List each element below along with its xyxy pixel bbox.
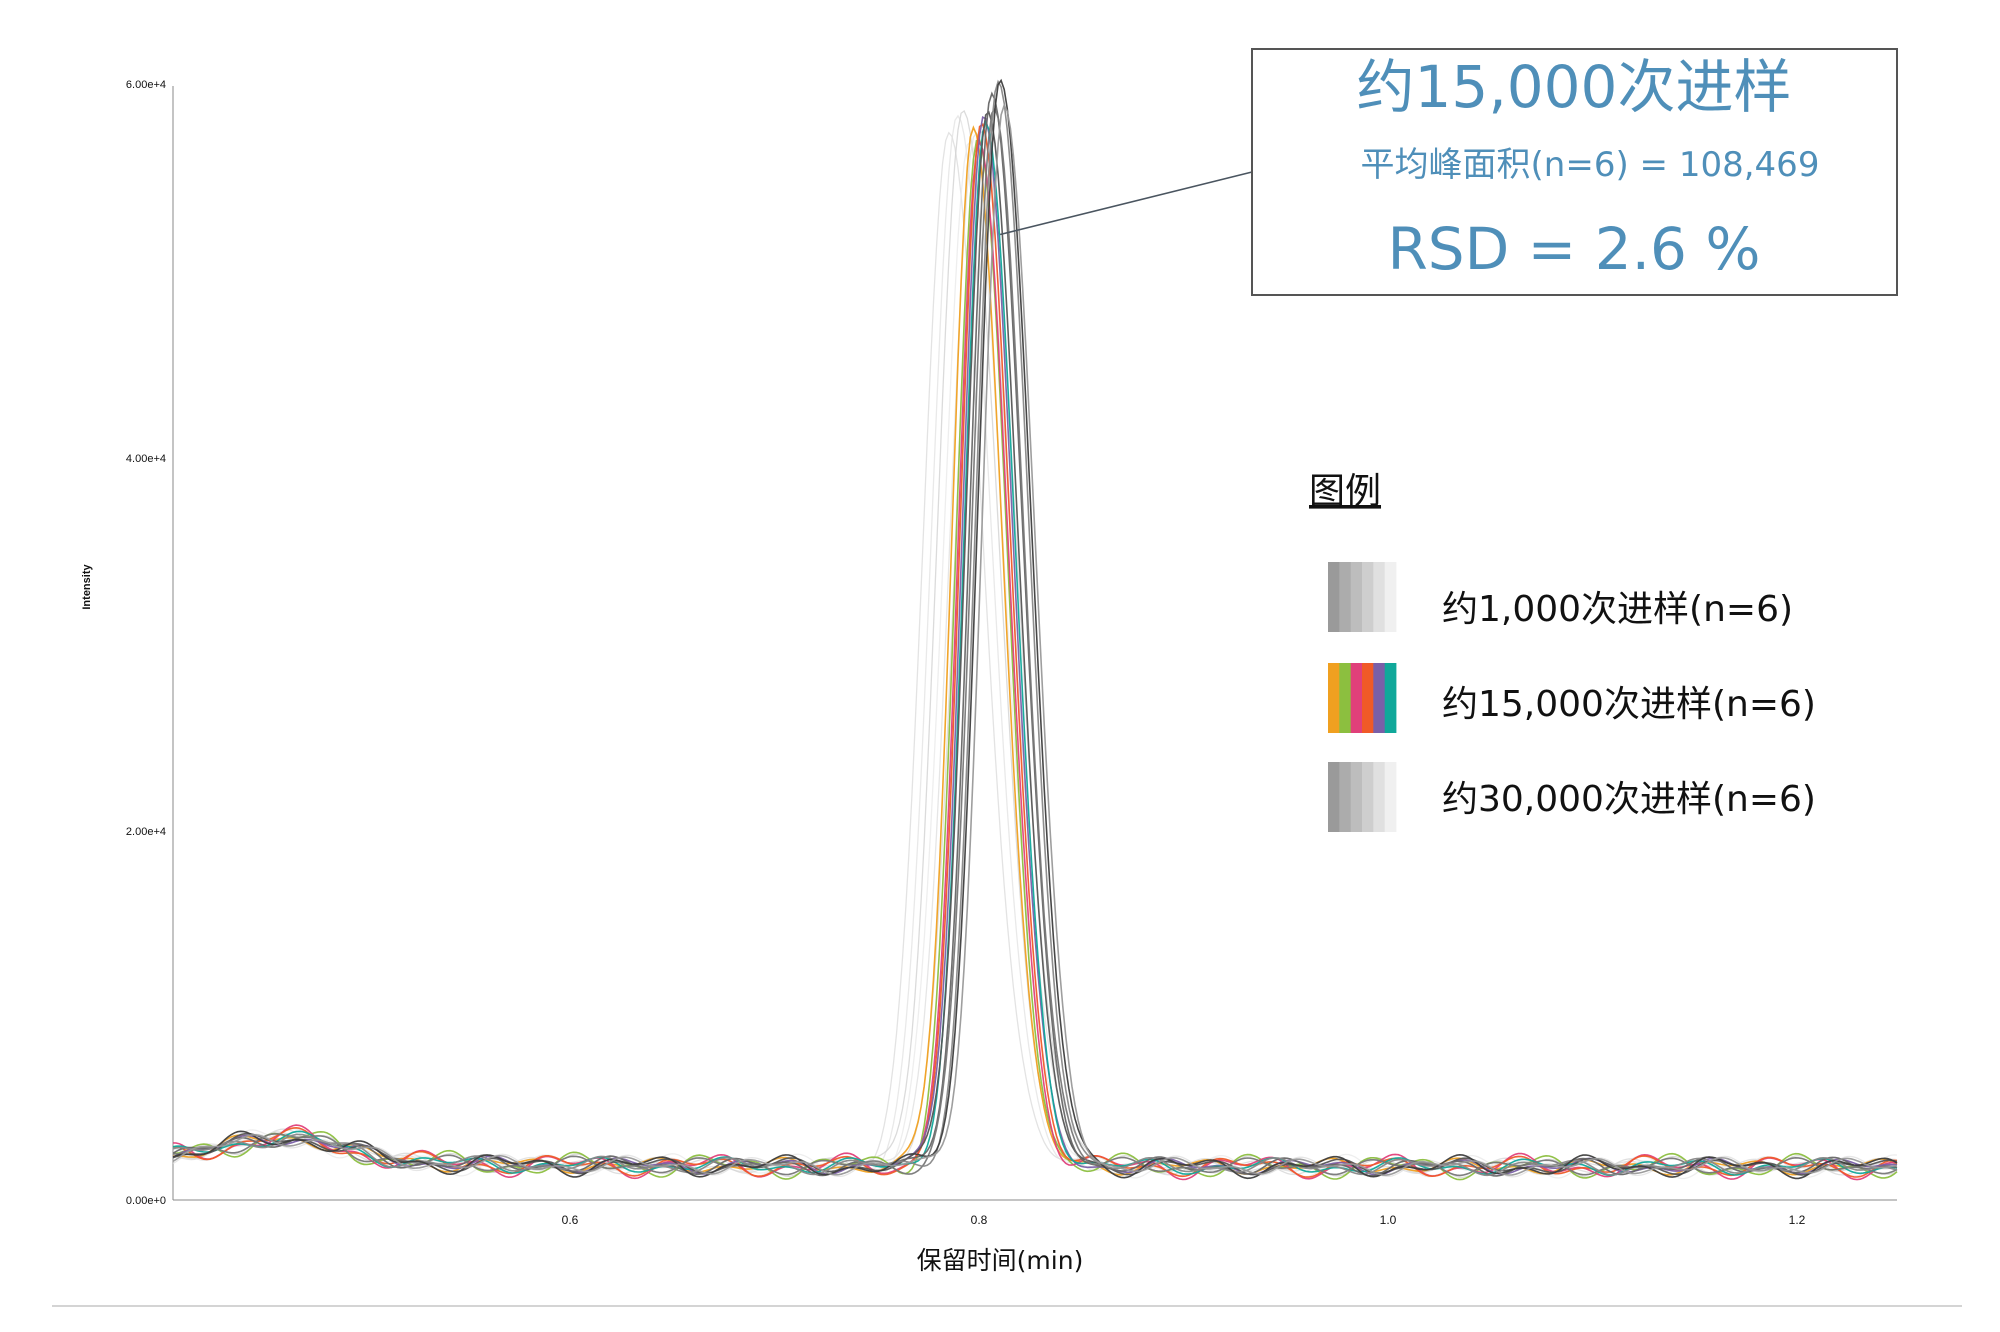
trace-3-4 — [172, 79, 1898, 1177]
legend-swatch-stripe — [1362, 762, 1374, 832]
y-tick-label-1: 2.00e+4 — [126, 826, 166, 838]
legend-label-30000: 约30,000次进样(n=6) — [1442, 779, 1816, 820]
legend-label-15000: 约15,000次进样(n=6) — [1442, 684, 1816, 725]
trace-2-3 — [172, 139, 1898, 1181]
legend-swatch-stripe — [1384, 562, 1397, 632]
x-tick-label-0: 0.6 — [562, 1213, 579, 1227]
legend-swatch-stripe — [1328, 762, 1340, 832]
x-tick-label-3: 1.2 — [1789, 1213, 1806, 1227]
legend-swatch-stripe — [1362, 663, 1374, 733]
y-axis-label: Intensity — [81, 564, 93, 610]
legend-swatch-stripe — [1339, 562, 1351, 632]
legend-swatch-stripe — [1339, 762, 1351, 832]
callout-pointer-line — [999, 171, 1253, 236]
legend-label-1000: 约1,000次进样(n=6) — [1442, 589, 1793, 630]
x-tick-label-2: 1.0 — [1380, 1213, 1397, 1227]
y-tick-label-0: 0.00e+0 — [126, 1195, 166, 1207]
legend-swatch-stripe — [1328, 562, 1340, 632]
callout-rsd: RSD = 2.6 % — [1387, 215, 1760, 283]
legend-swatch-30000 — [1328, 762, 1397, 832]
legend-swatch-stripe — [1339, 663, 1351, 733]
legend-swatch-stripe — [1373, 562, 1385, 632]
y-tick-label-2: 4.00e+4 — [126, 453, 166, 465]
legend-swatch-stripe — [1384, 663, 1397, 733]
legend-swatch-stripe — [1373, 762, 1385, 832]
trace-3-6 — [172, 103, 1898, 1176]
legend-swatch-stripe — [1362, 562, 1374, 632]
legend-title: 图例 — [1309, 471, 1381, 512]
callout-subtitle: 平均峰面积(n=6) = 108,469 — [1361, 145, 1820, 185]
legend-swatch-stripe — [1350, 562, 1363, 632]
trace-3-5 — [172, 78, 1898, 1180]
legend-swatch-stripe — [1350, 762, 1363, 832]
x-tick-label-1: 0.8 — [971, 1213, 988, 1227]
legend-swatch-15000 — [1328, 663, 1397, 733]
legend-swatch-stripe — [1350, 663, 1363, 733]
legend: 图例 约1,000次进样(n=6) 约15,000次进样(n=6) 约30,00… — [1309, 471, 1816, 832]
callout-box — [1251, 48, 1898, 296]
legend-swatch-stripe — [1328, 663, 1340, 733]
callout-title: 约15,000次进样 — [1357, 53, 1792, 121]
legend-swatch-stripe — [1384, 762, 1397, 832]
x-axis-label: 保留时间(min) — [917, 1246, 1084, 1275]
legend-swatch-stripe — [1373, 663, 1385, 733]
legend-swatch-1000 — [1328, 562, 1397, 632]
chromatogram-traces — [172, 78, 1898, 1181]
y-tick-label-3: 6.00e+4 — [126, 79, 166, 91]
